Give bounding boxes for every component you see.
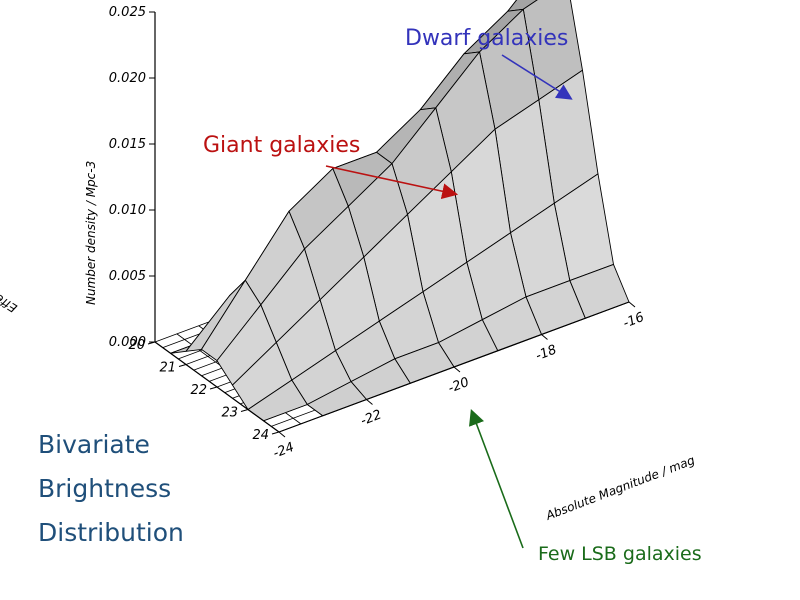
x-tick [541,334,548,340]
x-axis-title: Absolute Magnitude / mag [543,453,697,523]
x-tick [628,301,636,308]
y-tick-label: 22 [190,383,207,398]
surface-mesh [170,0,630,422]
y-tick-label: 24 [252,428,269,443]
side-title-line-1: Bivariate [38,430,150,459]
z-tick-label: 0.000 [109,335,146,350]
z-axis: 0.000 0.005 0.010 0.015 0.020 0.025 [109,5,156,350]
annotation-dwarf-galaxies: Dwarf galaxies [405,26,568,51]
x-axis: -24 -22 -20 -18 -16 [271,301,646,462]
arrow-few-lsb [469,409,524,549]
y-tick-label: 21 [159,361,176,376]
y-tick [209,386,218,390]
x-tick-label: -16 [621,310,646,332]
y-tick [240,409,249,412]
x-tick [453,366,461,373]
annotation-giant-galaxies: Giant galaxies [203,133,360,158]
y-tick [178,364,187,367]
z-tick-label: 0.010 [109,203,146,218]
y-tick-label: 20 [128,338,145,353]
z-tick-label: 0.025 [109,5,146,20]
x-tick-label: -18 [534,342,559,364]
y-tick-label: 23 [221,406,238,421]
x-tick [366,399,373,405]
z-tick-label: 0.015 [109,137,146,152]
x-tick-label: -22 [359,407,384,429]
z-tick-label: 0.020 [109,71,146,86]
y-axis-title: Effective Surface Brightness / mag arcse… [0,159,20,316]
y-axis: 20 21 22 23 24 [128,338,280,443]
side-title-line-2: Brightness [38,474,171,503]
z-tick-label: 0.005 [109,269,146,284]
x-tick-label: -20 [446,375,471,397]
side-title-line-3: Distribution [38,518,184,547]
annotation-few-lsb: Few LSB galaxies [538,543,702,565]
y-tick [271,431,280,435]
y-tick [147,341,156,345]
x-tick-label: -24 [271,440,296,462]
x-tick [278,431,286,438]
arrow-giant [325,165,459,200]
z-axis-title: Number density / Mpc-3 [84,161,98,305]
arrow-dwarf [501,54,573,100]
